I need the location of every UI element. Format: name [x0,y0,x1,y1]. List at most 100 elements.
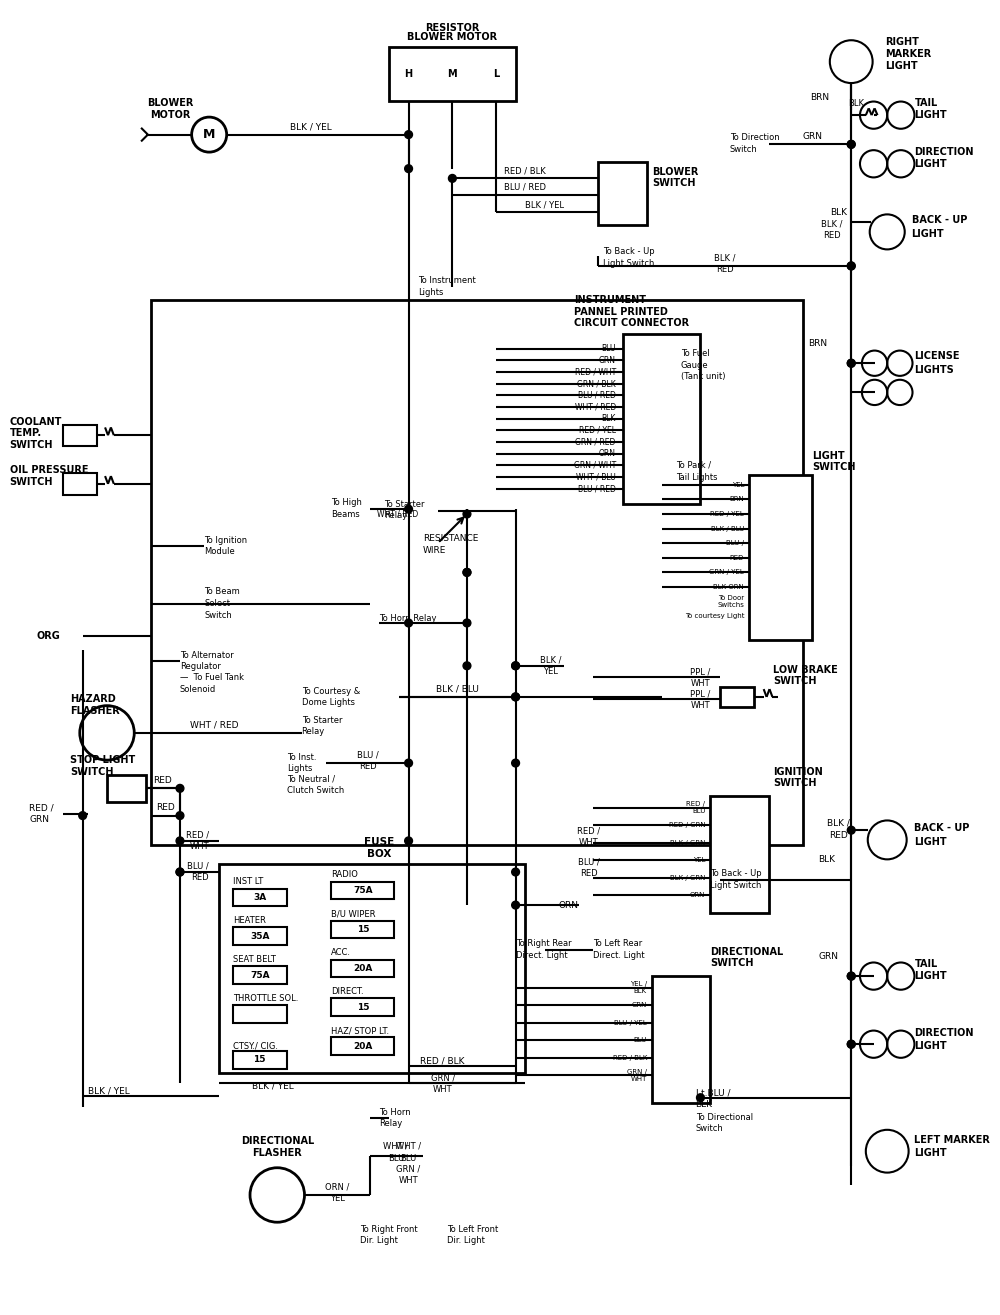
Text: SWITCH: SWITCH [812,463,856,472]
Text: DIRECTIONAL: DIRECTIONAL [710,947,783,957]
Text: TEMP.: TEMP. [10,429,42,438]
Text: To Fuel: To Fuel [681,348,710,358]
Text: To Ignition: To Ignition [204,535,247,544]
Text: L: L [493,70,499,79]
Text: Lt.BLU /: Lt.BLU / [696,1089,730,1097]
Text: RED: RED [359,763,377,772]
Text: ORN: ORN [690,893,705,898]
Circle shape [463,568,471,576]
Text: LIGHT: LIGHT [914,110,947,120]
Text: BLU / RED: BLU / RED [578,484,616,493]
Bar [623,334,700,504]
Text: RED: RED [153,776,172,785]
Text: BLK ORN: BLK ORN [713,584,744,590]
Text: TAIL: TAIL [914,99,938,108]
Text: WHT / RED: WHT / RED [190,721,238,730]
Bar [598,162,647,225]
Text: LEFT MARKER: LEFT MARKER [914,1135,990,1144]
Text: BACK - UP: BACK - UP [912,216,967,225]
Text: GRN / BLK: GRN / BLK [577,379,616,388]
Text: GRN: GRN [802,132,822,141]
Text: Direct. Light: Direct. Light [516,951,567,960]
Text: H: H [405,70,413,79]
Text: BLOWER: BLOWER [147,99,193,108]
Circle shape [405,836,412,844]
Circle shape [176,811,184,819]
Text: BOX: BOX [367,848,392,859]
Text: 20A: 20A [353,964,373,973]
Text: GRN /: GRN / [396,1164,421,1173]
Text: To Horn Relay: To Horn Relay [379,614,437,622]
Text: ORG: ORG [37,631,61,640]
Circle shape [512,661,519,669]
Text: RED: RED [716,266,734,275]
Text: GRN /
WHT: GRN / WHT [627,1069,647,1082]
Circle shape [512,868,519,876]
Text: WHT: WHT [190,842,209,851]
Text: PANNEL PRINTED: PANNEL PRINTED [574,306,668,317]
Text: Dir. Light: Dir. Light [360,1236,398,1245]
Text: GRN /: GRN / [431,1074,455,1082]
Text: SWITCH: SWITCH [70,767,114,777]
Text: M: M [448,70,457,79]
Text: Light Switch: Light Switch [710,881,762,890]
Text: SWITCH: SWITCH [652,179,695,188]
Text: INSTRUMENT: INSTRUMENT [574,295,646,305]
Text: RIGHT: RIGHT [885,37,919,47]
Text: WHT / BLU: WHT / BLU [576,472,616,481]
Text: Relay: Relay [384,512,408,521]
Text: LIGHT: LIGHT [912,229,944,239]
Bar [233,927,287,945]
Text: Clutch Switch: Clutch Switch [287,786,344,794]
Text: To Left Front: To Left Front [447,1224,499,1233]
Circle shape [847,1040,855,1048]
Circle shape [463,661,471,669]
Circle shape [463,510,471,518]
Text: —  To Fuel Tank: — To Fuel Tank [180,673,244,682]
Text: To Courtesy &: To Courtesy & [302,686,360,696]
Text: To Directional: To Directional [696,1112,753,1122]
Bar [63,473,97,494]
Text: Relay: Relay [379,1119,403,1128]
Bar [107,775,146,802]
Text: Switch: Switch [204,610,232,619]
Text: RADIO: RADIO [331,871,358,880]
Text: RED / WHT: RED / WHT [575,367,616,376]
Circle shape [512,693,519,701]
Bar [219,864,525,1073]
Bar [331,960,394,977]
Text: BLK / BLU: BLK / BLU [436,685,479,693]
Text: M: M [203,128,215,141]
Text: LICENSE: LICENSE [914,351,960,362]
Bar [331,920,394,938]
Text: To Instrument: To Instrument [418,276,476,285]
Circle shape [405,164,412,172]
Text: BLU /: BLU / [726,540,744,546]
Text: BRN: BRN [810,93,829,103]
Text: SWITCH: SWITCH [710,959,754,968]
Text: FLASHER: FLASHER [70,706,120,715]
Bar [389,47,516,100]
Text: RED: RED [823,231,841,241]
Circle shape [176,868,184,876]
Text: ORN /: ORN / [325,1182,350,1191]
Text: RED / BLK: RED / BLK [420,1056,465,1065]
Text: BACK - UP: BACK - UP [914,823,970,834]
Circle shape [512,759,519,767]
Bar [652,976,710,1102]
Text: BLK: BLK [601,414,616,423]
Text: YEL: YEL [330,1194,345,1203]
Text: RED: RED [730,555,744,560]
Circle shape [512,661,519,669]
Text: RED: RED [580,869,597,878]
Text: INST LT: INST LT [233,877,264,886]
Bar [233,967,287,984]
Text: RESISTANCE: RESISTANCE [423,534,479,543]
Text: Gauge: Gauge [681,360,709,370]
Text: LIGHT: LIGHT [812,451,845,460]
Text: SWITCH: SWITCH [773,778,817,789]
Text: LIGHT: LIGHT [914,836,947,847]
Text: RED: RED [156,803,175,813]
Text: LIGHT: LIGHT [914,1148,947,1159]
Text: YEL /
BLK: YEL / BLK [630,981,647,994]
